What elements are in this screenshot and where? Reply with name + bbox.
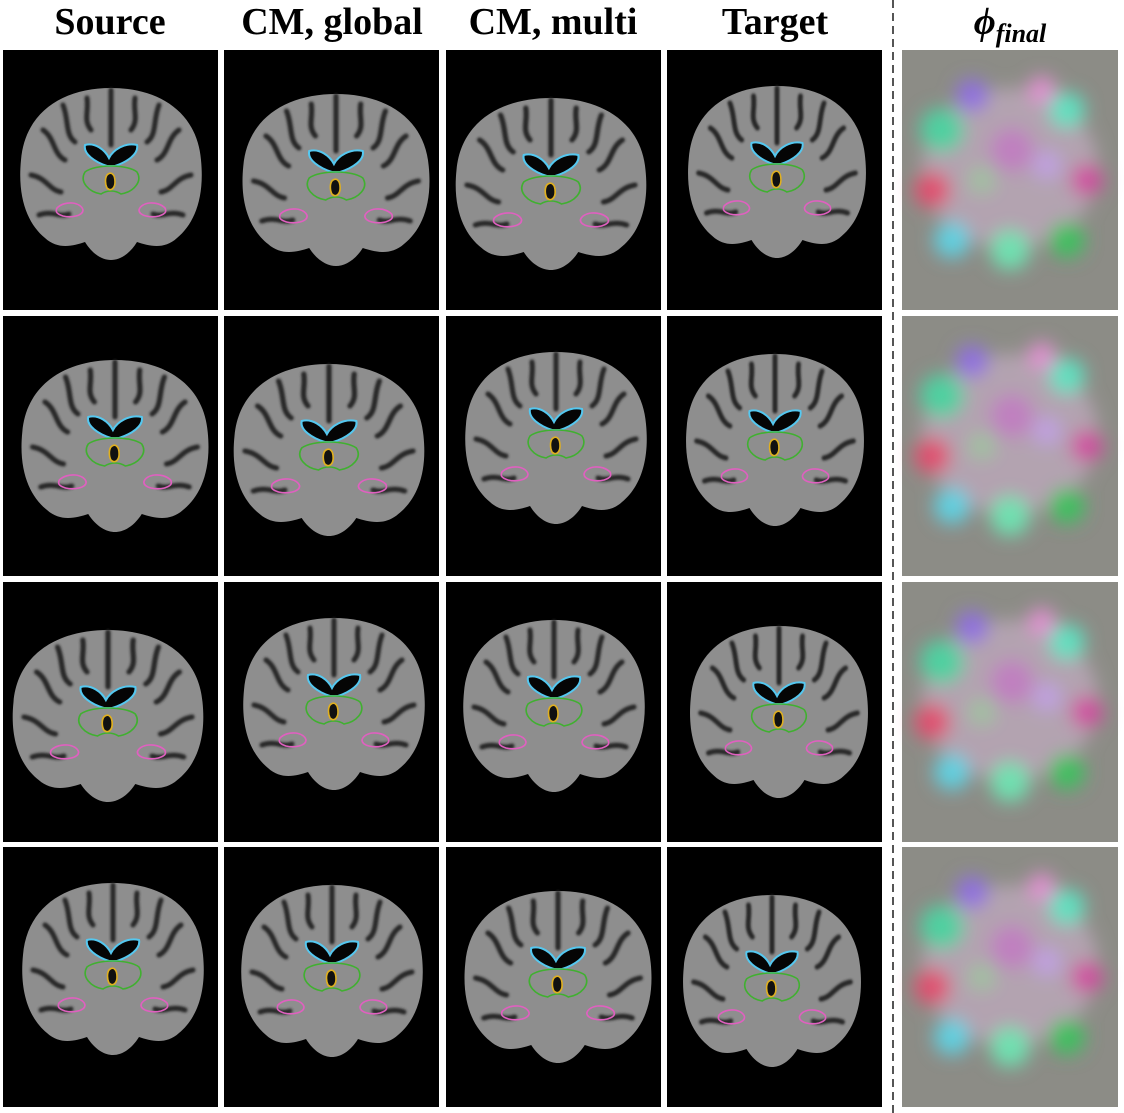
brain-image xyxy=(22,883,204,1055)
deformation-field xyxy=(902,50,1118,310)
deformation-field xyxy=(902,316,1118,576)
brain-image xyxy=(243,618,425,790)
phi-subscript: final xyxy=(996,19,1047,48)
brain-image xyxy=(690,626,868,798)
brain-slice xyxy=(22,883,204,1055)
brain-slice xyxy=(683,895,861,1067)
brain-image xyxy=(686,354,864,526)
brain-slice xyxy=(20,88,202,260)
brain-image xyxy=(13,630,204,802)
brain-slice xyxy=(22,360,209,532)
brain-slice xyxy=(465,891,652,1063)
deformation-field xyxy=(902,847,1118,1107)
phi-symbol: ϕ xyxy=(974,1,996,43)
column-header: CM, multi xyxy=(469,1,638,43)
brain-image xyxy=(20,88,202,260)
brain-image xyxy=(22,360,209,532)
brain-slice xyxy=(465,352,647,524)
deformation-field xyxy=(902,582,1118,842)
brain-slice xyxy=(13,630,204,802)
brain-slice xyxy=(243,618,425,790)
brain-image xyxy=(683,895,861,1067)
brain-slice xyxy=(234,364,425,536)
brain-slice xyxy=(241,885,423,1057)
column-header: CM, global xyxy=(241,1,423,43)
brain-slice xyxy=(690,626,868,798)
column-header: Source xyxy=(54,1,165,43)
brain-image xyxy=(243,94,430,266)
brain-slice xyxy=(456,98,647,270)
brain-image xyxy=(234,364,425,536)
brain-slice xyxy=(688,86,866,258)
brain-image xyxy=(463,620,645,792)
brain-image xyxy=(241,885,423,1057)
brain-slice xyxy=(463,620,645,792)
brain-image xyxy=(688,86,866,258)
brain-slice xyxy=(243,94,430,266)
brain-image xyxy=(456,98,647,270)
brain-image xyxy=(465,891,652,1063)
deformation-header: ϕfinal xyxy=(974,1,1047,48)
column-header: Target xyxy=(722,1,829,43)
brain-slice xyxy=(686,354,864,526)
brain-image xyxy=(465,352,647,524)
